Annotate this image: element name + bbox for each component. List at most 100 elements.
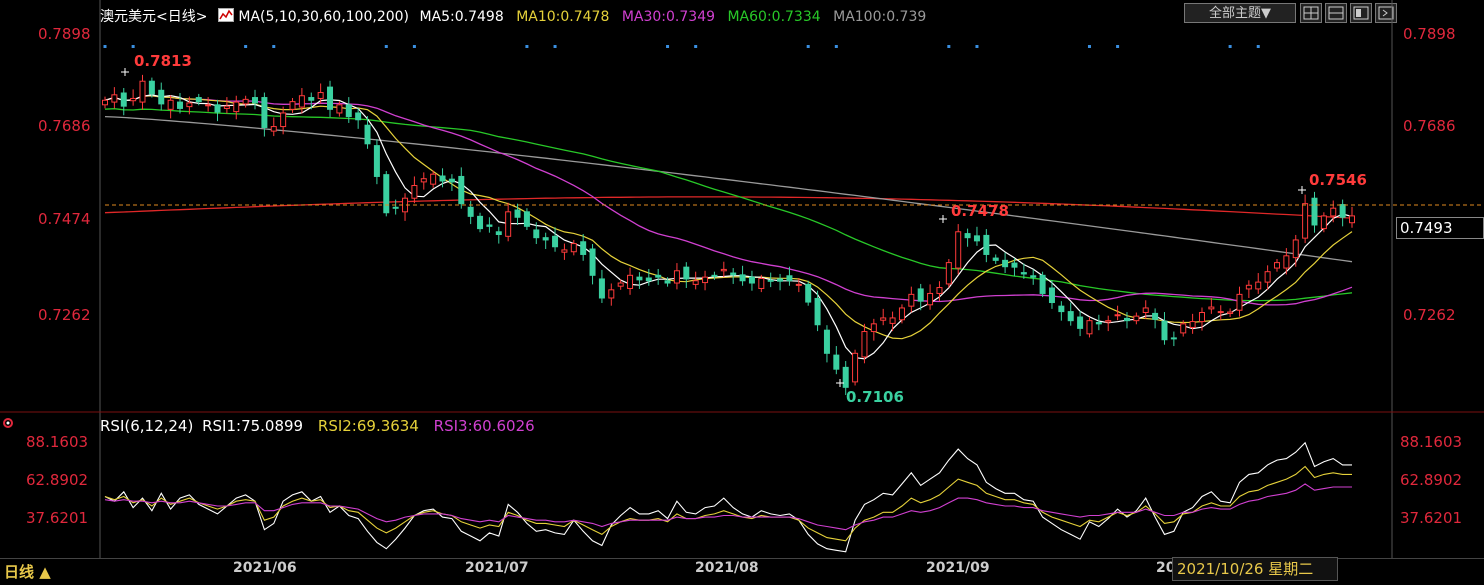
candle-body [608,289,615,299]
candle-body [870,323,877,333]
rsi-line-rsi1 [104,441,1352,553]
theme-dropdown[interactable]: 全部主题▼ [1184,3,1296,23]
signal-dot [1116,45,1120,48]
signal-dot [131,45,135,48]
candle-body [1020,272,1027,275]
candle-body [758,277,765,289]
candlestick-chart[interactable] [0,0,1484,558]
candle-body [1283,255,1290,269]
signal-dot [384,45,388,48]
signal-dot [834,45,838,48]
candle-body [430,173,437,185]
indicator-icon[interactable] [217,8,234,22]
candle-body [1255,281,1262,290]
candle-body [1264,271,1271,283]
candle-body [1002,259,1009,268]
x-tick-3: 2021/09 [926,560,990,576]
candle-body [233,101,240,113]
candle-body [355,112,362,121]
candle-body [317,92,324,99]
candle-body [823,329,830,354]
ma60-line [104,108,1353,302]
candle-body [111,94,118,103]
ma100-readout: MA100:0.739 [833,9,927,25]
window-icon[interactable] [1350,3,1372,23]
candle-body [598,278,605,299]
signal-dot [525,45,529,48]
signal-dot [244,45,248,48]
candle-body [1217,311,1224,314]
candle-body [1048,287,1055,304]
candle-body [702,276,709,284]
candle-body [177,101,184,109]
candle-body [786,275,793,282]
candle-body [327,86,334,110]
candle-body [308,97,315,101]
candle-body [1227,311,1234,314]
candle-body [1077,316,1084,329]
candle-body [139,80,146,103]
candle-body [1170,337,1177,340]
candle-body [561,249,568,253]
rsi-y-tick-right-0: 88.1603 [1400,433,1463,451]
candle-body [214,104,221,113]
candle-body [983,234,990,255]
candle-body [439,175,446,182]
signal-dot [975,45,979,48]
candle-body [880,317,887,321]
candle-body [777,278,784,282]
rsi-y-tick-left-2: 37.6201 [26,509,89,527]
candle-body [186,102,193,108]
ma10-readout: MA10:0.7478 [516,9,610,25]
candle-body [477,215,484,230]
candle-body [936,287,943,294]
y-tick-right-3: 0.7262 [1403,306,1456,324]
candle-body [1320,215,1327,230]
candle-body [1189,321,1196,328]
signal-dot [1228,45,1232,48]
candle-body [1349,215,1355,224]
rsi-y-tick-left-1: 62.8902 [26,471,89,489]
signal-dot [694,45,698,48]
ma30-line [104,95,1353,306]
candle-body [1067,311,1074,322]
symbol-label: 澳元美元 [100,9,156,25]
signal-dot [806,45,810,48]
rsi-y-tick-right-2: 37.6201 [1400,509,1463,527]
candle-body [411,185,418,199]
candle-body [1302,203,1309,239]
candle-body [739,274,746,282]
candle-body [1245,284,1252,290]
candle-body [1198,312,1205,323]
candle-body [458,175,465,205]
x-tick-2: 2021/08 [695,560,759,576]
candle-body [148,80,155,95]
candle-body [1180,323,1187,334]
indicator-name: MA(5,10,30,60,100,200) [238,9,409,25]
y-tick-left-1: 0.7686 [38,117,91,135]
candle-body [542,237,549,241]
layout-icon[interactable] [1325,3,1347,23]
candle-body [167,99,174,110]
candle-body [945,262,952,285]
settings-dot-icon[interactable] [2,414,14,428]
candle-body [673,270,680,284]
candle-body [908,293,915,307]
ma5-line [104,94,1353,360]
candle-body [805,283,812,303]
candle-body [533,229,540,239]
period-label[interactable]: <日线> [156,9,208,25]
candle-body [223,105,230,109]
period-button[interactable]: 日线 ▲ [4,563,51,581]
rsi1-readout: RSI1:75.0899 [202,417,304,435]
candle-body [964,233,971,239]
grid-icon[interactable] [1300,3,1322,23]
candle-body [1114,314,1121,317]
candle-body [748,276,755,284]
candle-body [655,274,662,278]
candle-body [861,331,868,358]
candle-body [345,104,352,118]
y-tick-right-1: 0.7686 [1403,117,1456,135]
signal-dot [1087,45,1091,48]
candle-body [205,104,212,107]
